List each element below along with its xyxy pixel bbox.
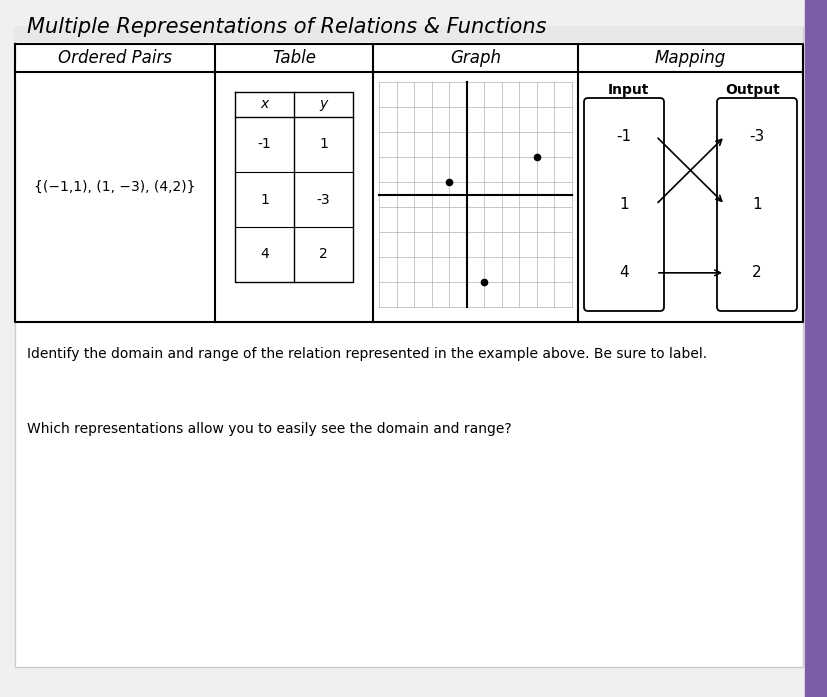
FancyBboxPatch shape bbox=[716, 98, 796, 311]
Bar bbox=[15, 27, 802, 42]
Text: {(−1,1), (1, −3), (4,2)}: {(−1,1), (1, −3), (4,2)} bbox=[34, 180, 195, 194]
Text: Graph: Graph bbox=[449, 49, 500, 67]
Text: y: y bbox=[319, 97, 327, 111]
Text: Mapping: Mapping bbox=[654, 49, 725, 67]
Text: Multiple Representations of Relations & Functions: Multiple Representations of Relations & … bbox=[27, 17, 546, 37]
Text: Input: Input bbox=[607, 83, 648, 97]
Text: 1: 1 bbox=[751, 197, 761, 212]
Text: 1: 1 bbox=[260, 192, 269, 206]
Text: 4: 4 bbox=[619, 266, 628, 280]
Text: 1: 1 bbox=[318, 137, 327, 151]
Text: Table: Table bbox=[272, 49, 316, 67]
Bar bbox=[804, 0, 827, 697]
Text: -3: -3 bbox=[748, 129, 763, 144]
Text: Ordered Pairs: Ordered Pairs bbox=[58, 49, 172, 67]
Text: -1: -1 bbox=[257, 137, 271, 151]
Text: 2: 2 bbox=[751, 266, 761, 280]
Text: x: x bbox=[260, 97, 268, 111]
Text: -1: -1 bbox=[615, 129, 631, 144]
Text: Output: Output bbox=[724, 83, 779, 97]
Text: -3: -3 bbox=[316, 192, 330, 206]
Text: 1: 1 bbox=[619, 197, 628, 212]
Text: 4: 4 bbox=[260, 247, 269, 261]
FancyBboxPatch shape bbox=[583, 98, 663, 311]
Text: Which representations allow you to easily see the domain and range?: Which representations allow you to easil… bbox=[27, 422, 511, 436]
Text: 2: 2 bbox=[318, 247, 327, 261]
Text: Identify the domain and range of the relation represented in the example above. : Identify the domain and range of the rel… bbox=[27, 347, 706, 361]
